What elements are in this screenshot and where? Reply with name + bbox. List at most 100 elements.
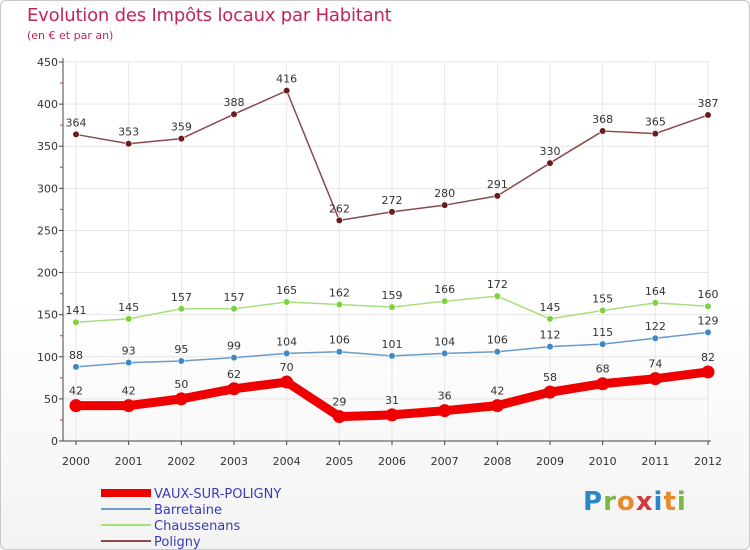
data-point xyxy=(493,192,501,200)
data-point xyxy=(546,159,554,167)
data-label: 145 xyxy=(118,301,139,314)
data-point xyxy=(651,129,659,138)
data-label: 112 xyxy=(540,329,561,342)
data-point xyxy=(72,318,80,326)
data-label: 104 xyxy=(434,335,455,348)
x-tick-label: 2012 xyxy=(694,455,722,468)
data-point xyxy=(441,349,449,358)
logo-letter: r xyxy=(603,487,617,517)
data-label: 82 xyxy=(701,351,715,364)
data-label-layer: 42 42 50 62 70 29 31 36 42 58 68 74 82 88 93 95 99 104 106… xyxy=(66,73,719,409)
y-tick-label: 0 xyxy=(51,435,58,448)
data-label: 416 xyxy=(276,73,297,86)
data-point xyxy=(385,408,399,422)
data-label: 93 xyxy=(122,345,136,358)
data-label: 31 xyxy=(385,394,399,407)
data-label: 42 xyxy=(122,385,136,398)
data-label: 104 xyxy=(276,335,297,348)
data-point xyxy=(177,305,185,313)
data-point xyxy=(72,363,80,371)
data-label: 165 xyxy=(276,284,297,297)
data-point xyxy=(388,303,396,311)
data-label: 70 xyxy=(280,361,294,374)
data-label: 62 xyxy=(227,368,241,381)
data-point xyxy=(227,382,241,396)
data-label: 166 xyxy=(434,283,455,296)
x-tick-label: 2011 xyxy=(641,455,669,468)
data-label: 364 xyxy=(66,116,87,129)
data-point xyxy=(177,357,185,365)
x-tick-label: 2004 xyxy=(273,455,301,468)
x-tick-label: 2005 xyxy=(325,455,353,468)
y-tick-label: 100 xyxy=(37,351,58,364)
data-point xyxy=(280,375,294,389)
data-point xyxy=(69,399,83,413)
y-tick-label: 450 xyxy=(37,56,58,69)
data-label: 106 xyxy=(329,334,350,347)
x-tick-label: 2000 xyxy=(62,455,90,468)
data-label: 164 xyxy=(645,285,666,298)
data-point xyxy=(599,127,607,135)
data-point xyxy=(596,377,610,391)
data-point xyxy=(230,110,238,118)
x-tick-label: 2008 xyxy=(483,455,511,468)
data-label: 42 xyxy=(69,385,83,398)
x-tick-label: 2007 xyxy=(431,455,459,468)
data-label: 50 xyxy=(174,378,188,391)
data-point xyxy=(651,299,659,307)
data-label: 36 xyxy=(438,390,452,403)
legend-label: Chaussenans xyxy=(154,519,241,534)
data-point xyxy=(490,399,504,413)
data-point xyxy=(493,348,501,356)
logo-letter: o xyxy=(616,487,636,517)
legend-label: Poligny xyxy=(154,535,201,550)
legend-label: VAUX-SUR-POLIGNY xyxy=(154,487,281,502)
x-tick-label: 2010 xyxy=(589,455,617,468)
data-label: 159 xyxy=(382,289,403,302)
data-point xyxy=(388,352,396,360)
data-label: 280 xyxy=(434,187,455,200)
data-label: 387 xyxy=(698,97,719,110)
data-point xyxy=(332,410,346,424)
data-label: 42 xyxy=(490,385,504,398)
data-point xyxy=(174,392,188,406)
data-label: 122 xyxy=(645,320,666,333)
data-label: 145 xyxy=(540,301,561,314)
chart-title: Evolution des Impôts locaux par Habitant xyxy=(27,5,392,26)
x-tick-label: 2002 xyxy=(167,455,195,468)
legend-label: Barretaine xyxy=(154,503,222,518)
data-label: 262 xyxy=(329,202,350,215)
data-point xyxy=(543,385,557,399)
data-label: 172 xyxy=(487,278,508,291)
data-label: 95 xyxy=(174,343,188,356)
data-point xyxy=(701,365,715,379)
data-point xyxy=(335,216,343,224)
y-tick-label: 350 xyxy=(37,140,58,153)
grid-layer xyxy=(63,61,709,441)
x-tick-label: 2006 xyxy=(378,455,406,468)
series-layer xyxy=(69,87,715,424)
legend: VAUX-SUR-POLIGNYBarretaineChaussenansPol… xyxy=(101,487,281,550)
y-tick-label: 400 xyxy=(37,98,58,111)
data-label: 272 xyxy=(382,194,403,207)
data-label: 74 xyxy=(648,358,662,371)
data-label: 101 xyxy=(382,338,403,351)
data-label: 368 xyxy=(592,113,613,126)
data-point xyxy=(651,334,659,342)
data-point xyxy=(388,208,396,216)
logo-letter: x xyxy=(635,487,654,517)
data-label: 162 xyxy=(329,287,350,300)
data-point xyxy=(599,306,607,315)
data-point xyxy=(230,305,238,313)
data-label: 353 xyxy=(118,126,139,139)
data-point xyxy=(546,315,554,323)
data-point xyxy=(441,297,449,305)
data-label: 141 xyxy=(66,304,87,317)
data-point xyxy=(648,372,662,386)
data-label: 330 xyxy=(540,145,561,158)
data-point xyxy=(283,87,291,95)
data-point xyxy=(230,354,238,362)
data-point xyxy=(704,302,712,310)
proxiti-logo: Proxiti xyxy=(583,487,687,517)
